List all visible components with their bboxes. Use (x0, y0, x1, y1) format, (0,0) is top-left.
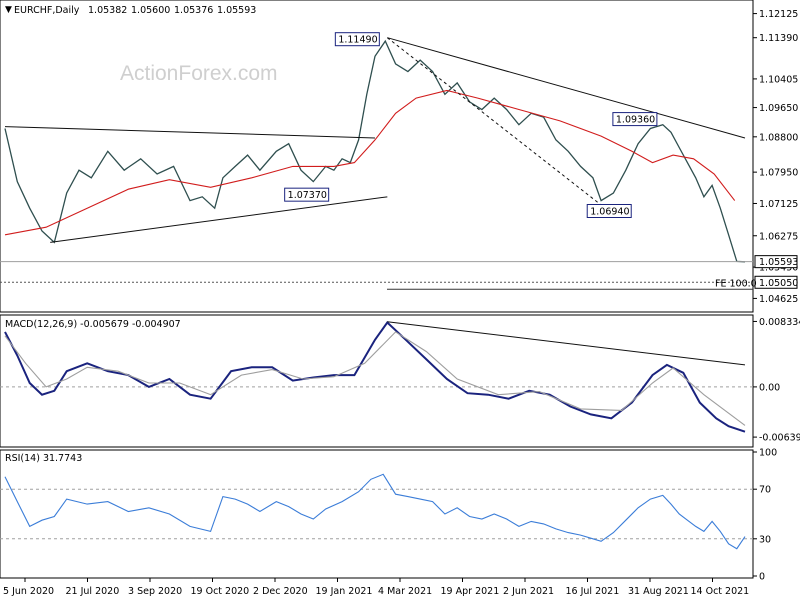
macd-panel-title: MACD(12,26,9) -0.005679 -0.004907 (5, 319, 181, 330)
y-tick-label: -0.006393 (759, 433, 800, 444)
y-tick-label: 0.008334 (759, 317, 800, 328)
y-tick-label: 30 (759, 534, 771, 545)
price-line (4, 39, 746, 263)
y-tick-label: 70 (759, 485, 771, 496)
moving-average-line (4, 89, 736, 236)
ohlc-low: 1.05376 (174, 5, 213, 16)
y-tick-label: 1.11390 (759, 33, 798, 44)
dashed-trendline (387, 37, 606, 209)
ohlc-close: 1.05593 (217, 5, 256, 16)
x-tick-label: 4 Mar 2021 (378, 586, 432, 597)
y-tick-label: 1.10405 (759, 74, 798, 85)
annotation-label: 1.07370 (288, 190, 327, 201)
annotation-box (612, 112, 658, 127)
fe-level-text: FE 100.0 (715, 278, 757, 289)
y-tick-label: 1.04625 (759, 294, 798, 305)
annotation-box (586, 203, 632, 218)
y-tick-label: 1.07125 (759, 199, 798, 210)
y-tick-label: 1.06275 (759, 231, 798, 242)
fe-level-box (754, 275, 798, 289)
rsi-panel-title: RSI(14) 31.7743 (5, 453, 82, 464)
x-tick-label: 3 Sep 2020 (128, 586, 182, 597)
y-tick-label: 1.09650 (759, 103, 798, 114)
menu-triangle-icon[interactable]: ▼ (5, 5, 12, 15)
x-tick-label: 21 Jul 2020 (66, 586, 120, 597)
x-tick-label: 19 Jan 2021 (316, 586, 373, 597)
y-tick-label: 1.08800 (759, 132, 798, 143)
x-tick-label: 31 Aug 2021 (628, 586, 689, 597)
x-tick-label: 2 Dec 2020 (253, 586, 308, 597)
watermark: ActionForex.com (120, 62, 278, 85)
x-tick-label: 2 Jun 2021 (503, 586, 554, 597)
x-tick-label: 19 Apr 2021 (441, 586, 500, 597)
macd-line (4, 320, 746, 433)
x-tick-label: 16 Jul 2021 (566, 586, 620, 597)
annotation-label: 1.09360 (616, 115, 655, 126)
x-tick-label: 19 Oct 2020 (191, 586, 250, 597)
y-tick-label: 0.00 (759, 382, 780, 393)
trendline (4, 126, 376, 139)
trendline (387, 37, 746, 139)
macd-trendline (387, 321, 746, 366)
ohlc-high: 1.05600 (131, 5, 170, 16)
y-tick-label: 1.12125 (759, 9, 798, 20)
macd-panel-frame (0, 314, 754, 448)
annotation-box (334, 32, 380, 47)
rsi-panel-frame (0, 449, 754, 579)
price-panel-title: EURCHF,Daily (14, 5, 80, 16)
annotation-label: 1.06940 (590, 206, 629, 217)
y-tick-label: 100 (759, 448, 777, 459)
y-tick-label: 0 (759, 572, 765, 583)
annotation-box (284, 187, 330, 202)
fe-level-label: 1.05050 (759, 278, 798, 289)
x-tick-label: 14 Oct 2021 (691, 586, 750, 597)
current-price-label: 1.05593 (759, 257, 798, 268)
current-price-box (754, 255, 798, 269)
trendline (50, 196, 388, 243)
annotation-label: 1.11490 (338, 35, 377, 46)
ohlc-open: 1.05382 (88, 5, 127, 16)
price-panel-frame (0, 0, 754, 313)
rsi-line (4, 473, 746, 550)
y-tick-label: 1.07950 (759, 168, 798, 179)
x-tick-label: 5 Jun 2020 (3, 586, 54, 597)
signal-line (4, 331, 746, 426)
